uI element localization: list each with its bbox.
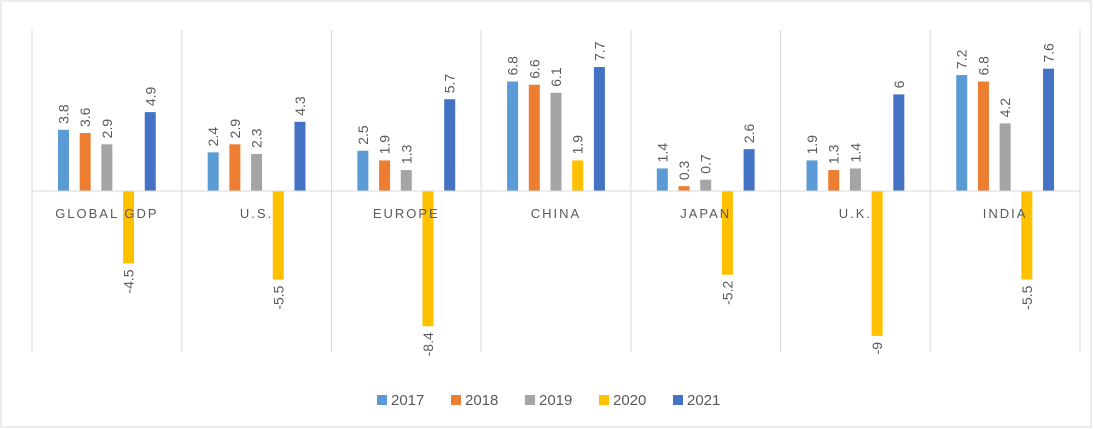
bar <box>1043 68 1055 191</box>
bar <box>272 191 284 280</box>
x-tick-label: JAPAN <box>680 206 731 221</box>
data-label: 6.6 <box>526 59 542 79</box>
bar <box>400 170 412 191</box>
data-label: 1.3 <box>398 144 414 164</box>
bar <box>379 160 391 191</box>
x-tick-label: U.K. <box>839 206 872 221</box>
legend-label: 2020 <box>613 392 646 409</box>
bar <box>593 67 605 191</box>
data-label: -8.4 <box>420 332 436 356</box>
data-label: 2.5 <box>355 125 371 145</box>
x-tick-label: EUROPE <box>373 206 440 221</box>
bar <box>806 160 818 191</box>
legend-swatch <box>599 395 609 405</box>
data-label: -5.5 <box>1019 285 1035 309</box>
bar <box>357 150 369 191</box>
bar <box>294 121 306 191</box>
legend-swatch <box>451 395 461 405</box>
data-label: 2.9 <box>99 119 115 139</box>
data-label: 1.9 <box>804 135 820 155</box>
data-label: 6 <box>891 80 907 88</box>
x-tick-label: U.S. <box>240 206 273 221</box>
bar <box>144 112 156 191</box>
bar <box>871 191 883 336</box>
bar <box>743 149 755 191</box>
legend-swatch <box>673 395 683 405</box>
bar <box>444 99 456 191</box>
data-label: 7.2 <box>954 49 970 69</box>
bar <box>528 84 540 191</box>
bar <box>828 170 840 191</box>
data-label: -4.5 <box>121 269 137 293</box>
bar <box>507 81 519 191</box>
legend-label: 2019 <box>539 392 572 409</box>
data-label: 2.9 <box>227 119 243 139</box>
legend-label: 2018 <box>465 392 498 409</box>
bar <box>700 179 712 191</box>
data-label: -5.5 <box>270 285 286 309</box>
bar <box>207 152 219 191</box>
data-label: 6.8 <box>975 56 991 76</box>
bar <box>721 191 733 275</box>
data-label: -5.2 <box>719 281 735 305</box>
bar <box>101 144 113 191</box>
data-label: 2.6 <box>741 123 757 143</box>
data-label: 2.3 <box>249 128 265 148</box>
x-tick-label: INDIA <box>983 206 1028 221</box>
data-label: 1.9 <box>570 135 586 155</box>
legend-swatch <box>377 395 387 405</box>
legend-swatch <box>525 395 535 405</box>
bar <box>956 75 968 191</box>
bar <box>849 168 861 191</box>
bar <box>229 144 241 191</box>
data-label: 6.8 <box>505 56 521 76</box>
data-label: 0.3 <box>676 160 692 180</box>
bar <box>572 160 584 191</box>
data-label: 4.9 <box>142 86 158 106</box>
x-tick-label: GLOBAL GDP <box>55 206 158 221</box>
bar <box>79 133 91 191</box>
data-label: 1.9 <box>377 135 393 155</box>
bar <box>893 94 905 191</box>
bar <box>1021 191 1033 280</box>
bar <box>656 168 668 191</box>
data-label: 7.6 <box>1041 43 1057 63</box>
data-label: 4.2 <box>997 98 1013 118</box>
data-label: 0.7 <box>698 154 714 174</box>
bar <box>422 191 434 327</box>
data-label: 2.4 <box>205 127 221 147</box>
bar <box>251 153 263 191</box>
bar <box>550 92 562 191</box>
data-label: 3.8 <box>55 104 71 124</box>
bar <box>999 123 1011 191</box>
bar <box>678 186 690 191</box>
data-label: 1.4 <box>654 143 670 163</box>
bar <box>57 129 69 191</box>
legend-label: 2021 <box>687 392 720 409</box>
data-label: 4.3 <box>292 96 308 116</box>
data-label: 1.3 <box>826 144 842 164</box>
data-label: 1.4 <box>847 143 863 163</box>
data-label: 6.1 <box>548 67 564 87</box>
legend-label: 2017 <box>391 392 424 409</box>
data-label: 5.7 <box>442 74 458 94</box>
x-tick-label: CHINA <box>531 206 581 221</box>
data-label: -9 <box>869 342 885 355</box>
data-label: 3.6 <box>77 107 93 127</box>
bar <box>123 191 135 264</box>
bar <box>977 81 989 191</box>
data-label: 7.7 <box>591 41 607 61</box>
